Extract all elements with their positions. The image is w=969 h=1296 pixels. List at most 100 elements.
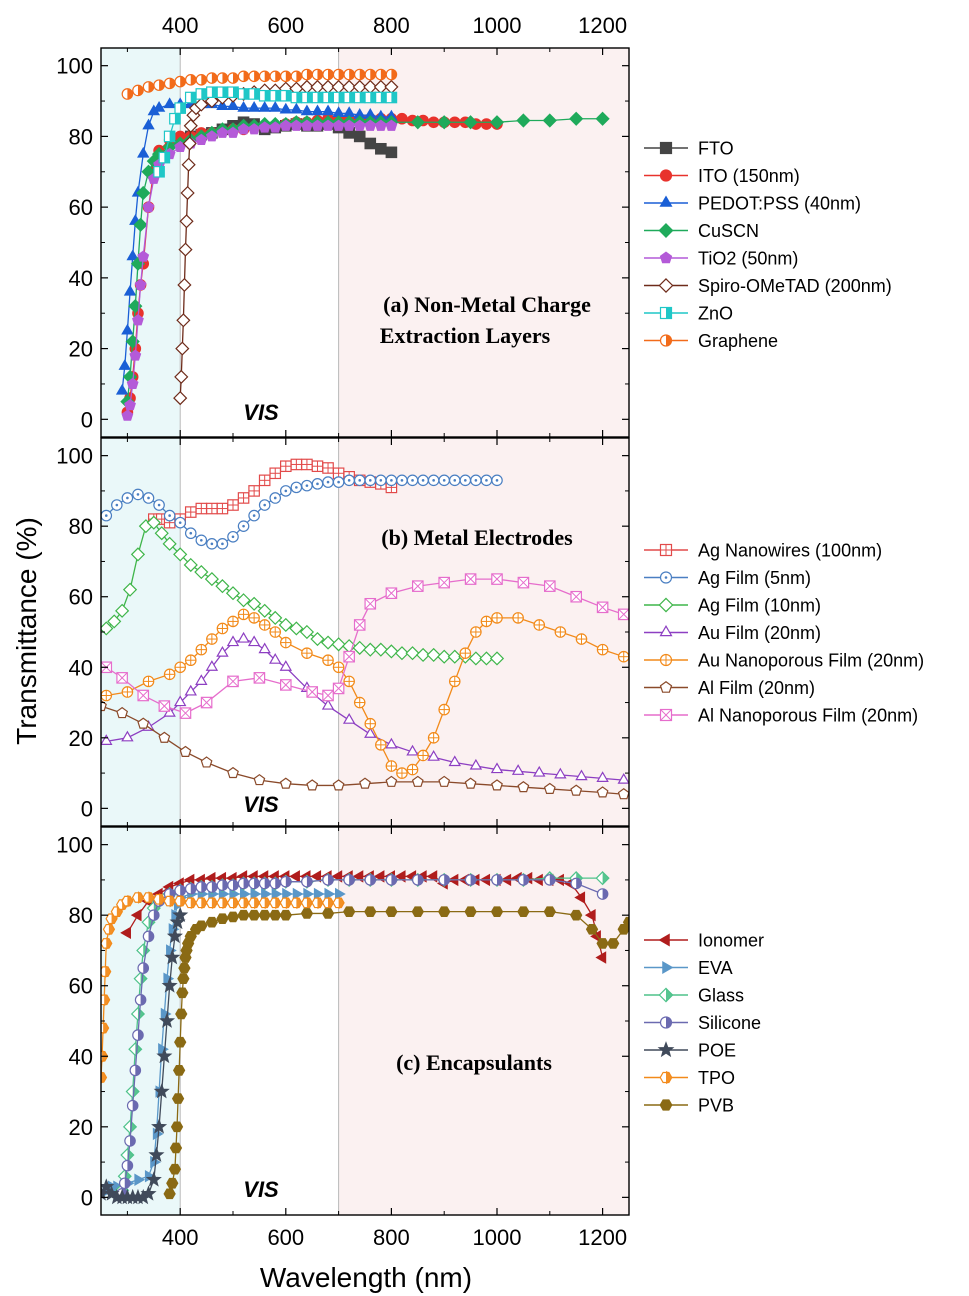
legend-item: POE [644,1041,736,1061]
data-point [301,875,313,888]
data-point [438,703,450,716]
data-point [247,896,261,910]
data-point [364,91,377,104]
data-point [364,717,377,730]
data-point [172,1065,186,1076]
legend-item: PVB [644,1096,734,1116]
data-point [156,1047,173,1064]
data-point [121,323,134,335]
data-point [153,1083,170,1099]
data-point [142,81,155,93]
x-tick-label-top: 1200 [578,13,627,38]
data-point [269,909,282,921]
legend-item: FTO [644,139,734,159]
data-point [178,962,191,974]
data-point [121,409,134,421]
data-point [174,661,186,674]
data-point [417,474,429,487]
data-point [301,647,313,659]
data-point [491,874,503,886]
panel-c-title: (c) Encapsulants [396,1050,552,1075]
data-point [322,68,334,81]
data-point [575,769,588,781]
data-point [174,75,186,88]
data-point [200,756,213,768]
x-axis-title: Wavelength (nm) [260,1262,472,1293]
data-point [359,777,371,789]
data-point [195,534,208,547]
data-point [384,644,399,659]
data-point [137,250,150,262]
panel-c-y-axis: 0 20 40 60 80 100 [56,833,629,1210]
series-ag-film-10nm- [101,515,505,666]
legend-marker [658,223,674,238]
x-tick-label-top: 600 [267,13,304,38]
data-point [247,100,261,112]
data-point [464,777,477,789]
data-point [132,1029,144,1041]
data-point [248,877,260,890]
data-point [311,119,324,131]
y-tick-label: 80 [69,124,93,149]
data-point [385,146,398,159]
data-point [206,633,218,645]
data-point [280,460,292,473]
data-point [227,615,239,628]
data-point [517,576,530,589]
data-point [258,642,271,654]
data-point [239,887,251,901]
data-point [152,893,166,906]
data-point [258,474,271,487]
data-point [248,123,261,135]
data-point [132,314,144,326]
y-tick-label: 40 [69,1044,93,1069]
data-point [121,730,134,742]
data-point [237,877,250,890]
data-point [300,908,314,919]
data-point [258,70,271,83]
legend-label: Ag Film (5nm) [698,568,811,588]
legend-item: Ionomer [644,931,764,951]
data-point [596,643,609,656]
data-point [517,906,530,917]
data-point [364,874,377,886]
y-tick-label: 80 [69,903,93,928]
data-point [216,86,229,99]
data-point [290,70,303,83]
data-point [130,547,146,562]
data-point [137,146,150,158]
legend-marker [658,933,670,947]
data-point [132,84,144,97]
data-point [163,509,176,522]
data-point [335,887,346,901]
data-point [322,654,334,667]
data-point [216,645,229,657]
data-point [459,474,472,487]
data-point [227,86,239,99]
data-point [321,104,335,116]
legend-marker [657,1041,675,1058]
data-point [236,593,251,608]
data-point [176,313,191,328]
data-point [126,377,139,389]
panel-b-shading [101,438,629,826]
legend-label: PEDOT:PSS (40nm) [698,194,861,214]
data-point [279,875,292,888]
data-point [137,689,150,702]
data-point [237,896,250,910]
data-point [206,502,218,515]
data-point [175,1008,188,1020]
data-point [177,973,190,985]
data-point [226,896,240,910]
data-point [101,965,112,978]
data-point [279,896,292,910]
ir-region [338,48,629,437]
data-point [205,130,218,142]
y-tick-label: 20 [69,1115,93,1140]
data-point [216,502,229,515]
y-tick-label: 100 [56,833,93,858]
data-point [373,870,385,883]
legend-marker [659,251,673,264]
data-point [216,622,229,635]
data-point [179,707,192,719]
